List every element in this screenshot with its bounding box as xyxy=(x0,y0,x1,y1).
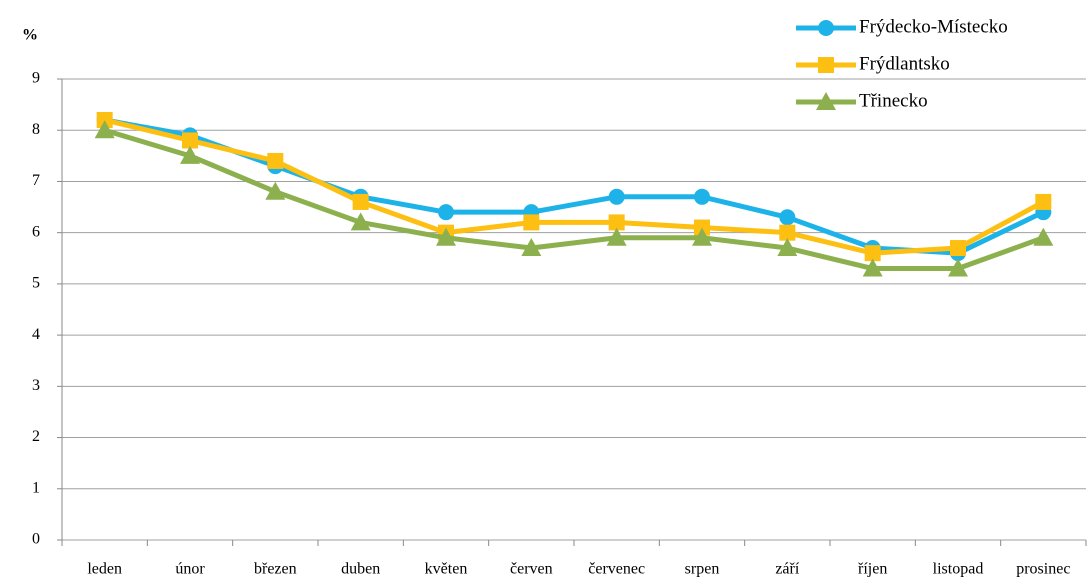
x-tick-label: listopad xyxy=(933,561,984,578)
x-tick-label: srpen xyxy=(685,561,720,578)
data-point xyxy=(1035,193,1052,210)
data-point xyxy=(694,188,710,205)
y-axis-label: % xyxy=(22,27,38,44)
data-point xyxy=(521,238,542,257)
y-tick-label: 3 xyxy=(32,377,40,394)
legend-label: Frýdlantsko xyxy=(859,53,950,74)
data-point xyxy=(864,245,881,262)
data-point xyxy=(265,181,286,200)
data-point xyxy=(608,214,625,231)
series-line xyxy=(104,117,1045,256)
data-point xyxy=(779,209,796,226)
data-point xyxy=(438,204,454,221)
data-point xyxy=(608,188,625,205)
x-tick-label: březen xyxy=(254,561,297,578)
legend-label: Třinecko xyxy=(859,90,928,111)
series-line xyxy=(104,117,1045,256)
data-point xyxy=(180,145,200,164)
y-tick-label: 8 xyxy=(32,121,40,138)
data-point xyxy=(523,214,540,231)
legend-marker xyxy=(818,20,834,36)
y-tick-label: 0 xyxy=(32,531,40,548)
x-tick-label: prosinec xyxy=(1016,561,1070,578)
legend-marker xyxy=(816,92,836,110)
data-point xyxy=(694,219,710,236)
y-tick-label: 9 xyxy=(32,70,40,87)
x-tick-label: květen xyxy=(425,561,468,578)
data-point xyxy=(1033,227,1054,246)
x-tick-label: leden xyxy=(87,561,122,578)
data-point xyxy=(350,212,371,231)
x-tick-label: únor xyxy=(175,561,205,578)
data-point xyxy=(96,111,113,128)
legend-label: Frýdecko-Místecko xyxy=(859,16,1008,37)
y-tick-label: 2 xyxy=(32,428,40,445)
y-tick-label: 7 xyxy=(32,172,40,189)
y-tick-label: 1 xyxy=(32,479,40,496)
data-point xyxy=(862,258,883,277)
x-tick-label: červenec xyxy=(588,561,645,578)
x-tick-label: září xyxy=(775,561,800,578)
legend-marker xyxy=(818,57,834,73)
data-point xyxy=(267,152,284,169)
y-tick-label: 4 xyxy=(32,326,40,343)
x-tick-label: říjen xyxy=(858,561,887,578)
x-tick-label: duben xyxy=(341,561,380,578)
y-tick-label: 5 xyxy=(32,275,40,292)
data-point xyxy=(777,238,798,257)
y-tick-label: 6 xyxy=(32,223,40,240)
series-line xyxy=(103,127,1045,272)
data-point xyxy=(606,227,627,246)
data-point xyxy=(182,132,198,149)
data-point xyxy=(948,258,968,277)
data-point xyxy=(436,227,456,246)
data-point xyxy=(779,224,796,241)
data-point xyxy=(94,120,115,139)
data-point xyxy=(950,240,966,257)
data-point xyxy=(352,193,369,210)
data-point xyxy=(692,227,712,246)
x-tick-label: červen xyxy=(510,561,553,578)
